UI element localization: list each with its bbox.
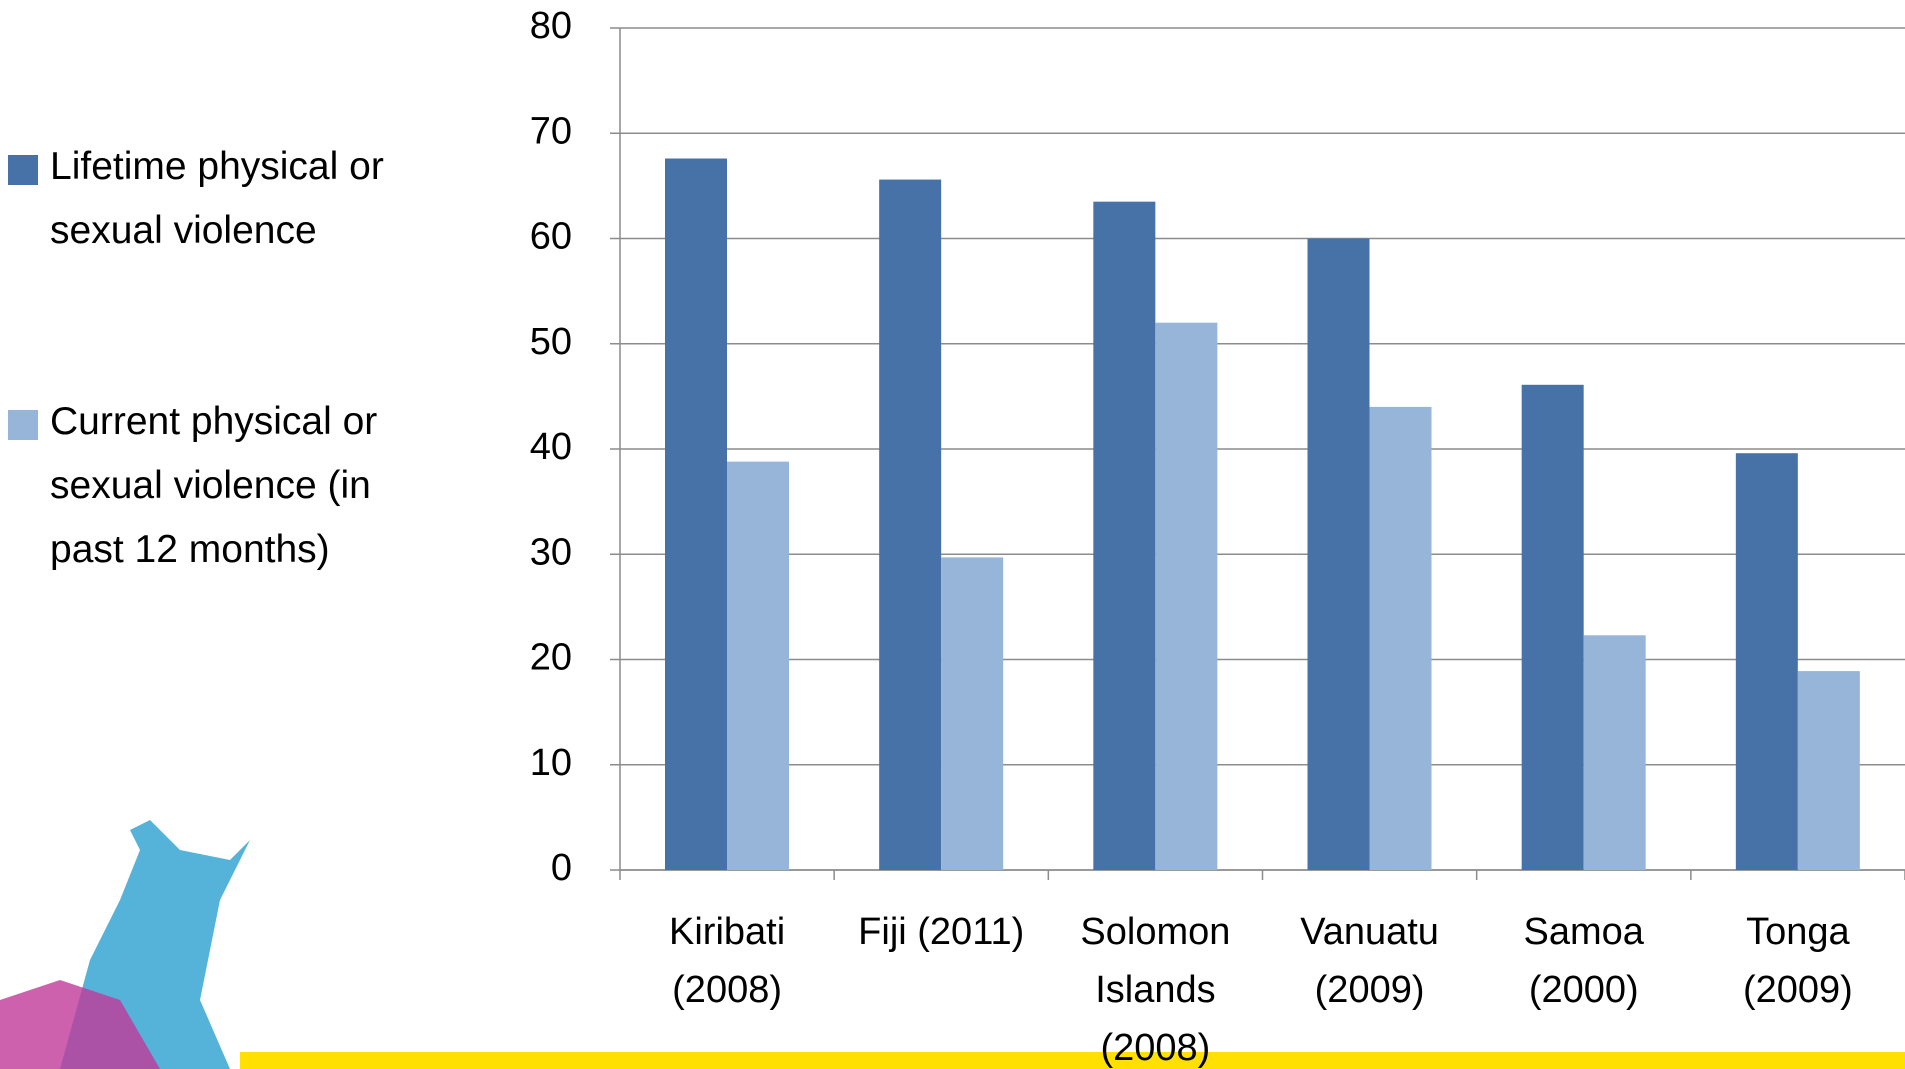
y-tick-label: 60: [530, 216, 572, 258]
bar: [665, 159, 727, 870]
y-tick-label: 0: [551, 847, 572, 889]
bar: [879, 180, 941, 870]
bar: [941, 557, 1003, 870]
bar: [1736, 453, 1798, 870]
x-tick-label: Kiribati (2008): [624, 903, 830, 1019]
legend-item: Current physical or sexual violence (in …: [8, 390, 428, 582]
y-tick-label: 40: [530, 426, 572, 468]
y-tick-label: 20: [530, 637, 572, 679]
bar: [1798, 671, 1860, 870]
x-tick-label: Solomon Islands (2008): [1052, 903, 1258, 1069]
bar: [1155, 323, 1217, 870]
bar: [1370, 407, 1432, 870]
y-tick-label: 30: [530, 531, 572, 573]
bar: [1093, 202, 1155, 870]
legend-item: Lifetime physical or sexual violence: [8, 135, 428, 263]
bar: [1308, 239, 1370, 871]
bar: [1584, 635, 1646, 870]
legend-swatch: [8, 155, 38, 185]
y-tick-label: 70: [530, 110, 572, 152]
x-tick-label: Samoa (2000): [1481, 903, 1687, 1019]
bar: [1522, 385, 1584, 870]
y-tick-label: 50: [530, 321, 572, 363]
legend-label: Current physical or sexual violence (in …: [50, 390, 440, 582]
slide: 0 10 20 30 40 50 60 70 80 Kiribati (2008)Fiji (2…: [0, 0, 1905, 1069]
x-tick-label: Fiji (2011): [838, 903, 1044, 961]
legend-label: Lifetime physical or sexual violence: [50, 135, 440, 263]
bar: [727, 462, 789, 870]
x-tick-label: Vanuatu (2009): [1267, 903, 1473, 1019]
y-tick-label: 10: [530, 742, 572, 784]
legend-swatch: [8, 410, 38, 440]
x-tick-label: Tonga (2009): [1695, 903, 1901, 1019]
y-tick-label: 80: [530, 5, 572, 47]
